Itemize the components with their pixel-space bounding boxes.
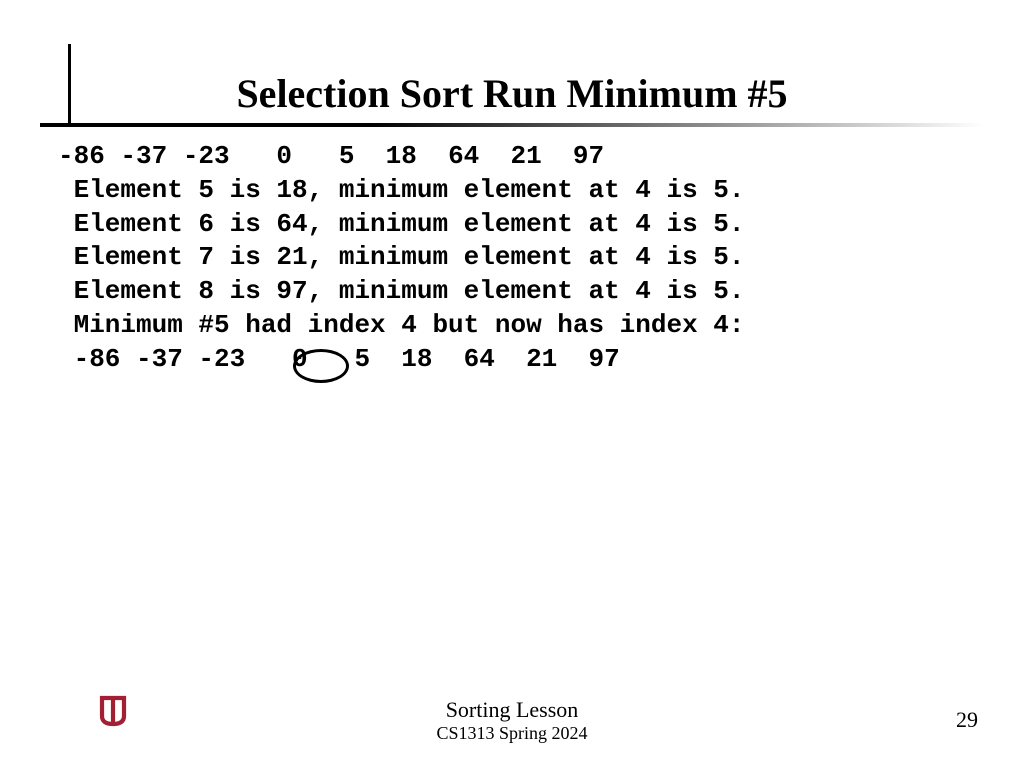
- step-line: Element 7 is 21, minimum element at 4 is…: [58, 241, 745, 275]
- array-line-final: -86 -37 -23 0 5 18 64 21 97: [58, 343, 745, 377]
- slide-title: Selection Sort Run Minimum #5: [0, 70, 1024, 117]
- slide-body: -86 -37 -23 0 5 18 64 21 97 Element 5 is…: [58, 140, 745, 377]
- step-line: Minimum #5 had index 4 but now has index…: [58, 309, 745, 343]
- footer-center: Sorting Lesson CS1313 Spring 2024: [0, 695, 1024, 744]
- slide: Selection Sort Run Minimum #5 -86 -37 -2…: [0, 0, 1024, 768]
- title-horizontal-rule: [40, 123, 984, 127]
- slide-footer: Sorting Lesson CS1313 Spring 2024 29: [0, 695, 1024, 743]
- step-line: Element 6 is 64, minimum element at 4 is…: [58, 208, 745, 242]
- footer-lesson: Sorting Lesson: [0, 695, 1024, 723]
- step-line: Element 8 is 97, minimum element at 4 is…: [58, 275, 745, 309]
- array-line-initial: -86 -37 -23 0 5 18 64 21 97: [58, 141, 604, 171]
- page-number: 29: [956, 707, 978, 733]
- step-line: Element 5 is 18, minimum element at 4 is…: [58, 174, 745, 208]
- circle-annotation: [293, 349, 349, 383]
- footer-course: CS1313 Spring 2024: [0, 723, 1024, 744]
